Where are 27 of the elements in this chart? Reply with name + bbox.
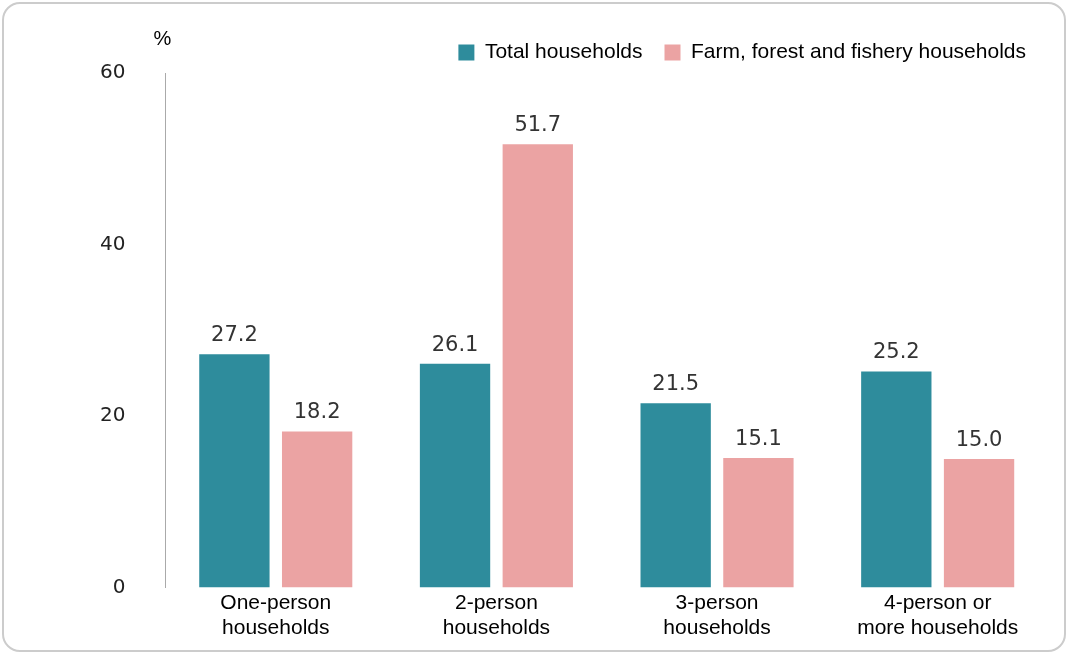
- y-tick-label: 20: [100, 402, 126, 427]
- data-label: 18.2: [293, 399, 341, 424]
- legend-label: Farm, forest and fishery households: [691, 39, 1026, 63]
- data-label: 51.7: [514, 112, 562, 137]
- bar: [281, 431, 353, 588]
- data-label: 15.1: [735, 426, 782, 451]
- bar: [943, 458, 1015, 588]
- bar: [419, 363, 491, 588]
- data-label: 21.5: [652, 371, 700, 396]
- bar: [861, 371, 932, 588]
- y-tick-label: 0: [112, 573, 126, 598]
- x-tick-label: 4-person or more households: [857, 590, 1019, 639]
- bar: [199, 354, 270, 588]
- y-axis-title: %: [153, 26, 172, 49]
- bar: [640, 403, 711, 588]
- y-tick-label: 60: [100, 59, 126, 84]
- x-tick-label: One-person households: [220, 590, 332, 639]
- data-label: 15.0: [955, 426, 1003, 451]
- bar: [502, 144, 573, 588]
- y-tick-label: 40: [100, 230, 126, 255]
- x-tick-label: 3-person households: [663, 590, 771, 639]
- legend-label: Total households: [484, 39, 643, 63]
- bar: [723, 458, 794, 588]
- x-tick-label: 2-person households: [442, 590, 551, 639]
- data-label: 25.2: [872, 339, 920, 364]
- data-label: 26.1: [431, 331, 479, 356]
- data-label: 27.2: [211, 322, 258, 347]
